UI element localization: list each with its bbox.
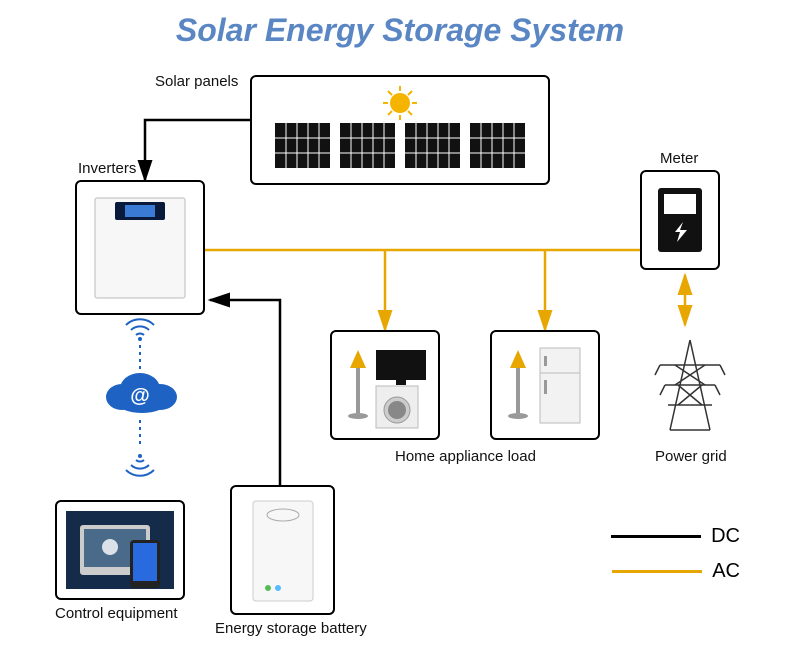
legend-ac: AC (612, 560, 740, 583)
pylon-icon (640, 330, 740, 440)
node-battery (230, 485, 335, 615)
label-appliances: Home appliance load (395, 448, 536, 465)
label-inverters: Inverters (78, 160, 136, 177)
node-appliance-1 (330, 330, 440, 440)
cloud-at-symbol: @ (130, 385, 150, 407)
meter-icon (650, 180, 710, 260)
wifi-icon (126, 319, 154, 341)
inverter-icon (85, 190, 195, 305)
legend-swatch-dc (611, 535, 701, 538)
label-power-grid: Power grid (655, 448, 727, 465)
node-inverters (75, 180, 205, 315)
control-equipment-icon (60, 505, 180, 595)
edge-battery-to-inverter (210, 300, 280, 485)
node-meter (640, 170, 720, 270)
legend-dc: DC (611, 525, 740, 548)
legend-label-ac: AC (712, 560, 740, 583)
fridge-icon (498, 338, 593, 433)
label-meter: Meter (660, 150, 698, 167)
node-control-equipment (55, 500, 185, 600)
node-power-grid (640, 330, 740, 440)
legend-label-dc: DC (711, 525, 740, 548)
solar-panels-icon (260, 85, 540, 175)
edge-solar-to-inverter (145, 120, 250, 180)
appliance-icon (338, 338, 433, 433)
node-appliance-2 (490, 330, 600, 440)
battery-icon (238, 493, 328, 608)
diagram-title: Solar Energy Storage System (0, 12, 800, 49)
cloud-icon: @ (106, 373, 177, 413)
label-solar-panels: Solar panels (155, 73, 238, 90)
wifi-icon (126, 454, 154, 476)
label-control-equipment: Control equipment (55, 605, 178, 622)
label-battery: Energy storage battery (215, 620, 367, 637)
legend-swatch-ac (612, 570, 702, 573)
panel-group (275, 123, 525, 168)
node-solar-panels (250, 75, 550, 185)
